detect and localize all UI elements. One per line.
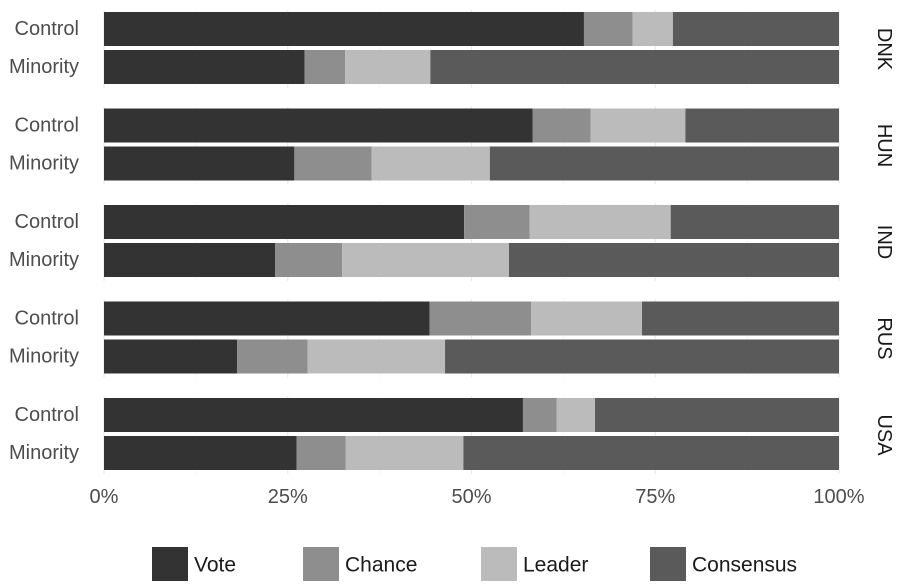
legend-swatch-consensus	[650, 547, 686, 581]
facet-panel-rus	[103, 299, 840, 378]
bar-segment-usa-minority-leader	[345, 436, 464, 470]
bar-segment-usa-control-consensus	[594, 398, 839, 432]
bar-segment-ind-minority-consensus	[508, 243, 839, 277]
bar-segment-ind-control-leader	[529, 205, 671, 239]
bar-segment-rus-control-consensus	[642, 301, 839, 336]
y-tick-label: Minority	[9, 346, 79, 368]
legend: Vote Chance Leader Consensus	[152, 547, 797, 581]
x-tick-label: 50%	[451, 486, 491, 508]
facet-panel-dnk	[103, 10, 840, 88]
legend-item-chance: Chance	[303, 547, 417, 581]
bar-segment-ind-control-consensus	[670, 205, 839, 239]
legend-label-chance: Chance	[345, 554, 417, 577]
bar-segment-ind-control-chance	[464, 205, 530, 239]
x-tick-label: 100%	[813, 486, 864, 508]
bar-segment-usa-control-leader	[556, 398, 595, 432]
facet-panel-ind	[103, 203, 840, 281]
y-tick-label: Control	[15, 308, 79, 330]
x-tick-labels: 0% 25% 50% 75% 100%	[90, 486, 865, 508]
bar-segment-rus-control-chance	[429, 301, 532, 336]
x-tick-label: 0%	[90, 486, 119, 508]
legend-label-consensus: Consensus	[692, 554, 797, 577]
y-tick-label: Control	[15, 115, 79, 137]
y-tick-label: Minority	[9, 442, 79, 464]
facet-panels	[103, 10, 840, 474]
facet-label-ind: IND	[873, 225, 895, 259]
bar-segment-hun-minority-consensus	[489, 146, 839, 181]
y-tick-label: Control	[15, 18, 79, 40]
bar-segment-rus-minority-chance	[237, 339, 308, 374]
bar-segment-hun-control-chance	[532, 108, 591, 143]
y-tick-label: Minority	[9, 249, 79, 271]
y-tick-label: Control	[15, 211, 79, 233]
bar-segment-dnk-control-chance	[583, 12, 633, 46]
bar-segment-usa-minority-vote	[104, 436, 297, 470]
bar-segment-hun-control-consensus	[685, 108, 839, 143]
bar-segment-usa-minority-chance	[296, 436, 346, 470]
legend-swatch-leader	[481, 547, 517, 581]
x-tick-label: 25%	[268, 486, 308, 508]
legend-swatch-chance	[303, 547, 339, 581]
bar-segment-dnk-control-leader	[632, 12, 673, 46]
facet-panel-usa	[103, 396, 840, 474]
y-tick-label: Minority	[9, 153, 79, 175]
bar-segment-hun-control-leader	[590, 108, 686, 143]
legend-item-leader: Leader	[481, 547, 588, 581]
bar-segment-dnk-control-vote	[104, 12, 584, 46]
x-tick-label: 75%	[635, 486, 675, 508]
facet-label-usa: USA	[873, 414, 895, 456]
facet-label-hun: HUN	[873, 124, 895, 167]
bar-segment-rus-minority-leader	[307, 339, 446, 374]
legend-label-leader: Leader	[523, 554, 588, 577]
bar-segment-usa-control-vote	[104, 398, 523, 432]
y-tick-label: Minority	[9, 56, 79, 78]
bar-segment-hun-minority-vote	[104, 146, 295, 181]
bar-segment-dnk-minority-chance	[304, 50, 346, 84]
bar-segment-ind-minority-chance	[275, 243, 343, 277]
facet-label-rus: RUS	[873, 317, 895, 359]
bar-segment-usa-minority-consensus	[463, 436, 839, 470]
bar-segment-usa-control-chance	[522, 398, 557, 432]
bar-segment-dnk-control-consensus	[672, 12, 839, 46]
facet-panel-hun	[103, 106, 840, 185]
bar-segment-hun-minority-chance	[294, 146, 372, 181]
legend-item-consensus: Consensus	[650, 547, 797, 581]
facet-strip-labels: DNK HUN IND RUS USA	[873, 28, 895, 456]
bar-segment-rus-control-vote	[104, 301, 430, 336]
bar-segment-hun-minority-leader	[371, 146, 490, 181]
y-tick-labels: Control Minority Control Minority Control Min…	[9, 18, 79, 464]
bar-segment-rus-minority-vote	[104, 339, 238, 374]
bar-segment-dnk-minority-vote	[104, 50, 305, 84]
bar-segment-ind-minority-vote	[104, 243, 276, 277]
legend-label-vote: Vote	[194, 554, 236, 577]
bar-segment-ind-control-vote	[104, 205, 465, 239]
legend-swatch-vote	[152, 547, 188, 581]
bar-segment-dnk-minority-leader	[345, 50, 431, 84]
bar-segment-hun-control-vote	[104, 108, 533, 143]
facet-label-dnk: DNK	[873, 28, 895, 71]
bar-segment-dnk-minority-consensus	[430, 50, 839, 84]
bar-segment-rus-minority-consensus	[445, 339, 839, 374]
legend-item-vote: Vote	[152, 547, 236, 581]
y-tick-label: Control	[15, 404, 79, 426]
bar-segment-rus-control-leader	[531, 301, 643, 336]
bar-segment-ind-minority-leader	[342, 243, 509, 277]
